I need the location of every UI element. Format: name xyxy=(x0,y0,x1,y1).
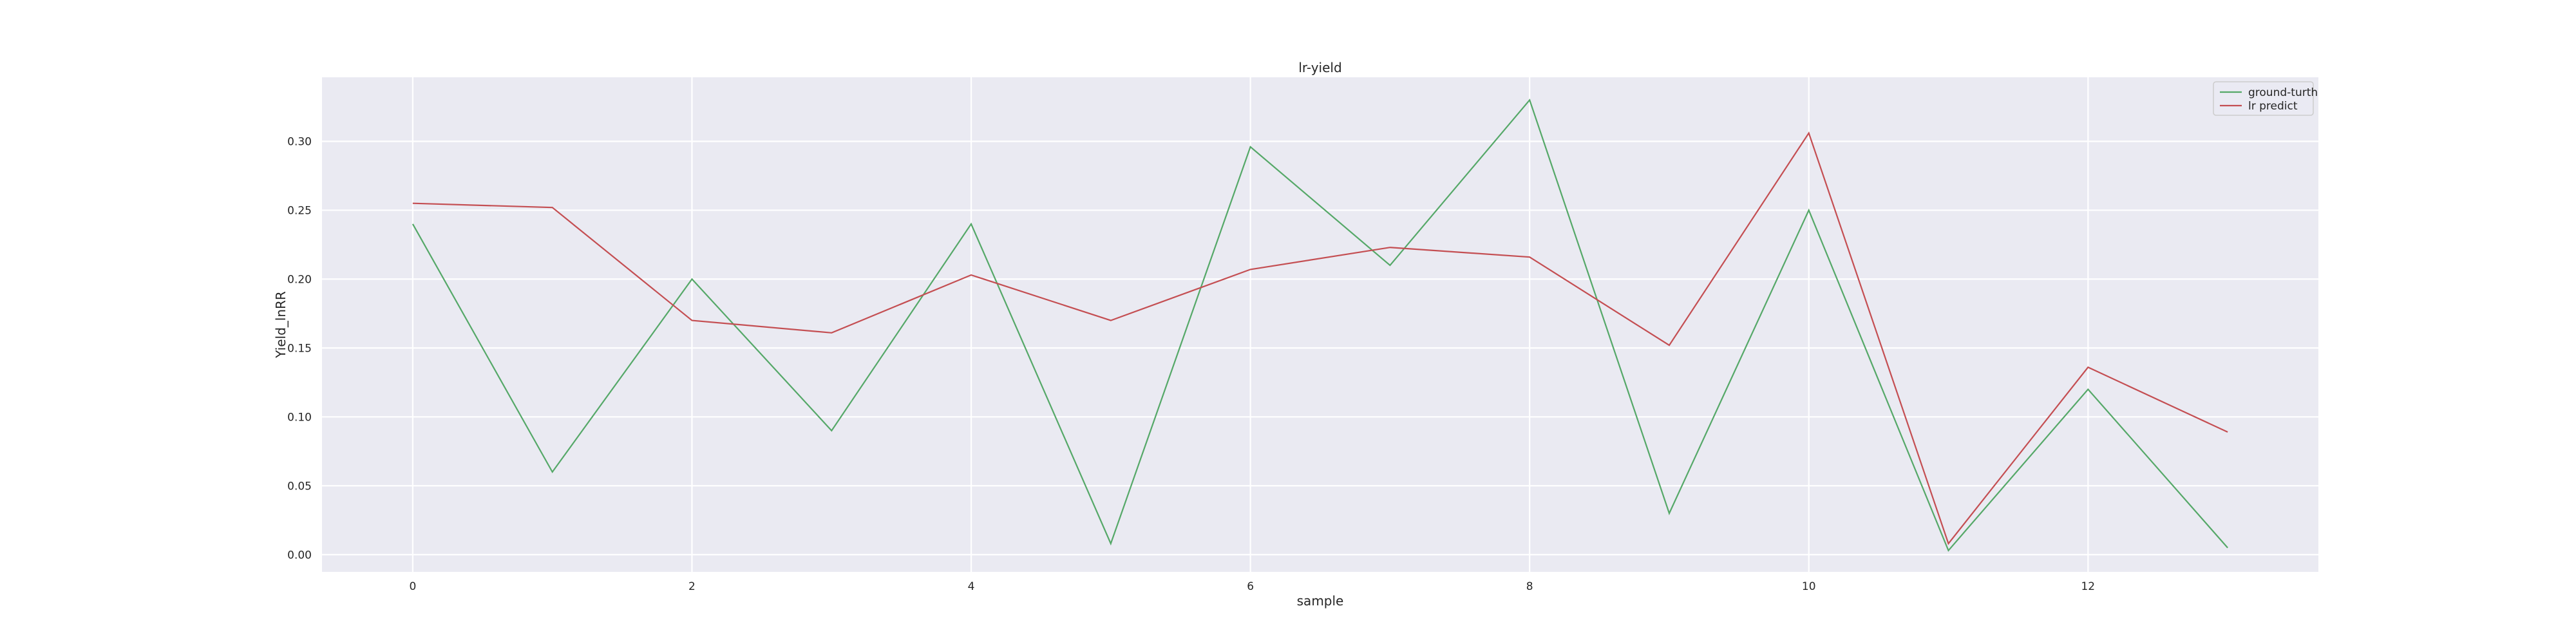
x-tick-label: 0 xyxy=(409,580,416,593)
y-gridlines xyxy=(322,140,2318,556)
x-tick-label: 6 xyxy=(1247,580,1254,593)
x-tick-label: 2 xyxy=(688,580,696,593)
y-tick-label: 0.15 xyxy=(287,342,312,355)
series-line-ground-turth xyxy=(412,99,2228,552)
y-tick-labels: 0.00 0.05 0.10 0.15 0.20 0.25 0.30 xyxy=(287,135,312,562)
y-tick-label: 0.05 xyxy=(287,480,312,493)
y-tick-label: 0.10 xyxy=(287,411,312,424)
x-tick-labels: 0 2 4 6 8 10 12 xyxy=(409,580,2095,593)
x-tick-label: 8 xyxy=(1526,580,1533,593)
y-tick-label: 0.00 xyxy=(287,549,312,562)
x-gridlines xyxy=(412,77,2089,572)
legend-box xyxy=(2213,81,2314,116)
legend-label-lr-predict: lr predict xyxy=(2248,100,2298,113)
y-axis-label: Yield_lnRR xyxy=(273,291,289,359)
series-lines xyxy=(412,99,2228,552)
plot-background xyxy=(322,77,2318,572)
x-tick-label: 4 xyxy=(968,580,975,593)
legend-label-ground-turth: ground-turth xyxy=(2248,86,2318,99)
x-tick-label: 12 xyxy=(2081,580,2095,593)
y-tick-label: 0.30 xyxy=(287,135,312,148)
x-axis-label: sample xyxy=(1297,593,1344,609)
x-tick-label: 10 xyxy=(1802,580,1816,593)
legend: ground-turth lr predict xyxy=(2213,81,2318,116)
chart-title: lr-yield xyxy=(1298,60,1341,75)
y-tick-label: 0.20 xyxy=(287,273,312,286)
series-line-lr-predict xyxy=(412,131,2228,545)
y-tick-label: 0.25 xyxy=(287,204,312,217)
